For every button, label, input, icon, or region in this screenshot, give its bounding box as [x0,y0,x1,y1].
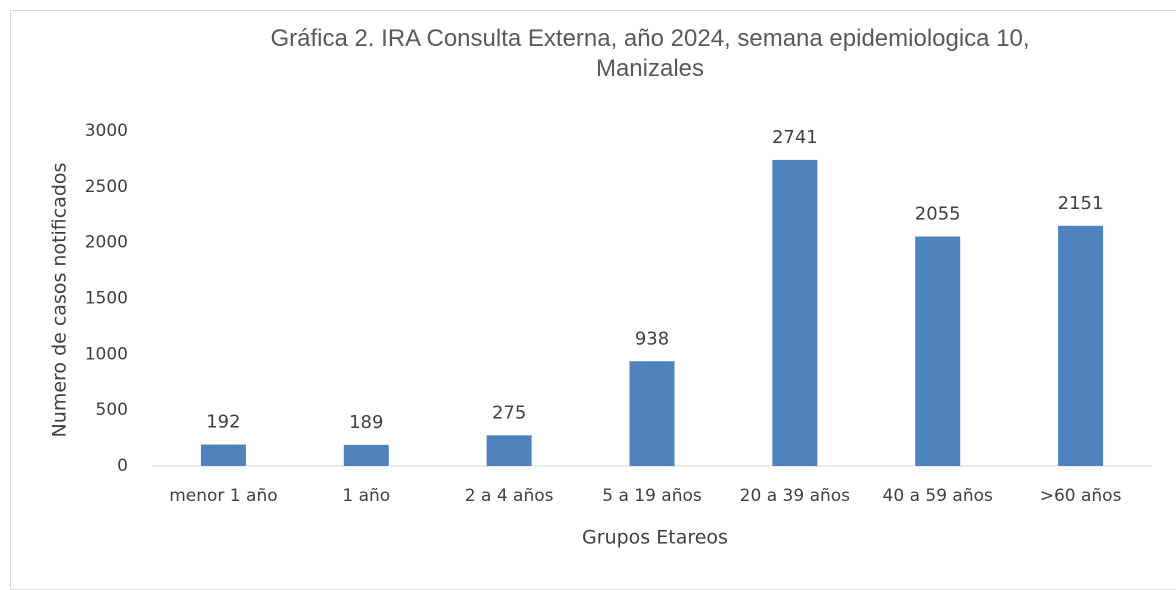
data-label: 938 [635,328,669,349]
x-tick-label: menor 1 año [169,486,277,506]
y-tick-label: 0 [117,456,128,476]
bar [915,236,961,466]
x-tick-label: 40 a 59 años [883,486,993,506]
y-tick-label: 2500 [85,177,128,197]
y-tick-label: 1000 [85,344,128,364]
data-label: 189 [349,412,383,433]
y-tick-label: 500 [96,400,128,420]
data-label: 2055 [915,204,961,225]
bar [200,444,246,466]
data-label: 2151 [1058,193,1104,214]
bar [343,444,389,466]
y-tick-label: 2000 [85,233,128,253]
bar [772,159,818,466]
x-tick-label: 1 año [342,486,390,506]
y-tick-label: 1500 [85,289,128,309]
x-tick-label: >60 años [1040,486,1122,506]
x-axis-label: Grupos Etareos [582,527,728,549]
data-label: 192 [206,412,240,433]
x-tick-label: 2 a 4 años [465,486,554,506]
data-label: 275 [492,402,526,423]
y-axis-label: Numero de casos notificados [49,163,71,438]
chart-title: Gráfica 2. IRA Consulta Externa, año 202… [270,25,1030,82]
bar [1058,225,1104,466]
bar [629,361,675,466]
data-label: 2741 [772,127,818,148]
bar [486,435,532,466]
x-tick-label: 5 a 19 años [602,486,702,506]
y-tick-label: 3000 [85,121,128,141]
x-tick-label: 20 a 39 años [740,486,850,506]
